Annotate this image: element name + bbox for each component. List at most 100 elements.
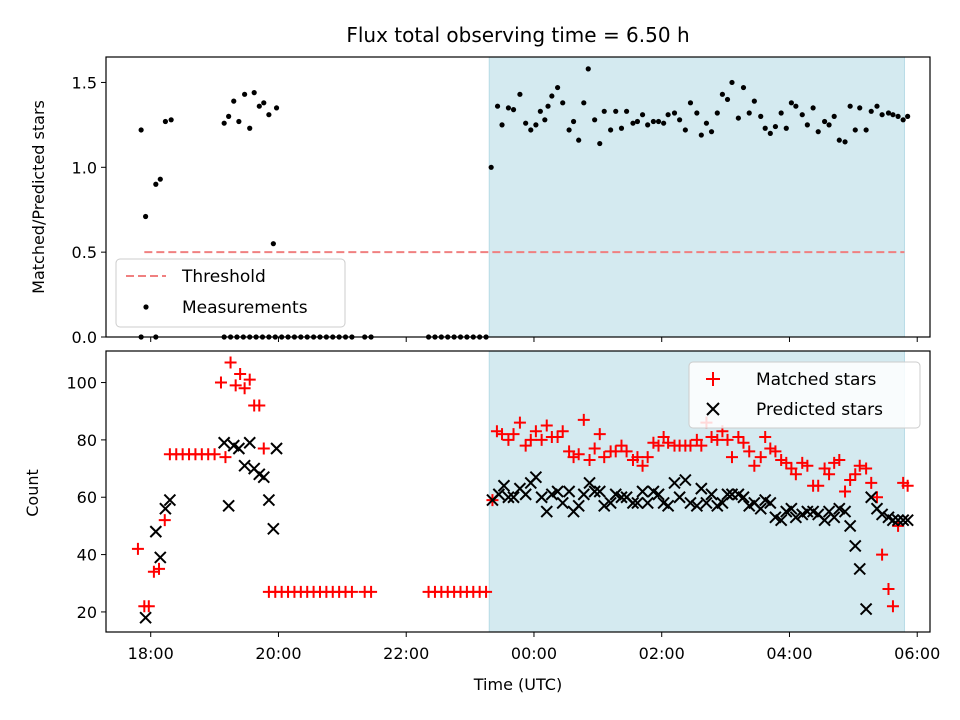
predicted-star-point	[535, 491, 548, 504]
matched-star-point	[496, 428, 509, 441]
matched-star-point	[365, 585, 378, 598]
predicted-star-point	[556, 496, 569, 510]
top-ytick-label: 1.5	[72, 73, 97, 92]
measurement-point	[735, 115, 741, 121]
matched-star-point	[865, 476, 878, 489]
matched-star-point	[796, 456, 809, 469]
predicted-star-point	[838, 505, 852, 518]
matched-star-point	[598, 451, 611, 464]
bottom-ytick-label: 20	[77, 603, 97, 622]
measurement-point	[772, 123, 779, 130]
measurement-point	[703, 120, 710, 126]
measurement-point	[836, 137, 842, 143]
predicted-star-point	[572, 499, 585, 513]
matched-star-point	[769, 445, 782, 458]
measurement-point	[724, 96, 731, 103]
matched-star-point	[636, 459, 649, 472]
predicted-star-point	[737, 491, 750, 504]
predicted-star-point	[217, 436, 231, 449]
matched-star-point	[764, 442, 777, 455]
measurement-point	[242, 91, 248, 97]
matched-star-point	[732, 431, 745, 444]
measurement-point	[868, 108, 874, 114]
predicted-star-point	[519, 488, 532, 501]
measurement-point	[576, 137, 582, 143]
measurement-point	[900, 117, 906, 123]
predicted-star-point	[896, 513, 910, 527]
matched-star-point	[647, 436, 660, 449]
measurement-point	[682, 127, 688, 133]
measurement-point	[168, 117, 174, 123]
chart-title: Flux total observing time = 6.50 h	[346, 23, 689, 47]
matched-star-point	[219, 451, 232, 464]
predicted-star-point	[853, 562, 866, 576]
measurement-point	[698, 132, 704, 138]
matched-star-point	[870, 491, 883, 504]
measurement-point	[226, 113, 232, 119]
predicted-star-point	[615, 491, 628, 504]
measurement-point	[236, 118, 242, 125]
matched-star-point	[754, 451, 767, 464]
predicted-star-point	[886, 513, 900, 527]
bottom-xtick-label: 20:00	[255, 644, 301, 663]
measurement-point	[618, 125, 625, 131]
predicted-star-point	[492, 488, 506, 501]
predicted-star-point	[801, 505, 814, 518]
measurement-point	[714, 110, 720, 116]
predicted-star-point	[764, 496, 777, 510]
measurement-point	[677, 117, 683, 123]
bottom-xtick-label: 04:00	[766, 644, 812, 663]
measurement-point	[247, 125, 253, 131]
matched-star-point	[609, 445, 622, 458]
predicted-star-point	[593, 485, 606, 498]
matched-star-point	[567, 451, 580, 464]
matched-star-point	[641, 451, 654, 464]
measurement-point	[549, 93, 555, 99]
measurement-point	[847, 103, 853, 109]
matched-star-point	[775, 453, 788, 466]
predicted-star-point	[631, 496, 644, 510]
matched-star-point	[551, 431, 564, 444]
measurement-point	[857, 105, 863, 111]
predicted-star-point	[875, 508, 889, 521]
measurement-point	[597, 140, 603, 147]
measurement-point	[505, 105, 512, 111]
matched-star-point	[844, 474, 857, 487]
measurement-point	[729, 79, 735, 86]
measurement-point	[687, 100, 694, 106]
measurement-point	[815, 129, 821, 135]
predicted-star-point	[789, 511, 803, 524]
top-ytick-label: 0.0	[72, 328, 97, 347]
measurement-point	[762, 125, 768, 131]
bottom-legend: Matched stars Predicted stars	[688, 361, 921, 429]
bottom-ytick-label: 60	[77, 488, 97, 507]
matched-star-point	[615, 439, 628, 452]
predicted-star-point	[700, 496, 713, 510]
measurement-point	[665, 112, 671, 118]
predicted-star-point	[507, 491, 520, 504]
measurement-point	[153, 181, 159, 187]
matched-star-point	[502, 433, 515, 446]
matched-star-point	[684, 439, 697, 452]
top-legend-frame	[115, 258, 346, 328]
bottom-xtick-label: 06:00	[894, 644, 940, 663]
matched-star-point	[583, 453, 596, 466]
predicted-star-point	[551, 485, 564, 498]
predicted-star-point	[588, 485, 601, 498]
predicted-star-point	[626, 496, 640, 510]
matched-star-point	[901, 479, 914, 492]
matched-star-point	[507, 428, 520, 441]
measurement-point	[863, 127, 869, 133]
measurement-point	[162, 118, 169, 125]
measurement-point	[256, 103, 262, 109]
matched-star-point	[153, 562, 166, 575]
measurement-point	[143, 213, 149, 220]
matched-star-point	[705, 431, 718, 444]
measurement-point	[719, 91, 726, 97]
matched-star-point	[253, 399, 266, 412]
measurement-point	[570, 118, 577, 125]
measurement-point	[613, 108, 619, 114]
matched-star-point	[593, 428, 606, 441]
measurement-point	[793, 103, 799, 109]
predicted-star-point	[641, 496, 654, 510]
